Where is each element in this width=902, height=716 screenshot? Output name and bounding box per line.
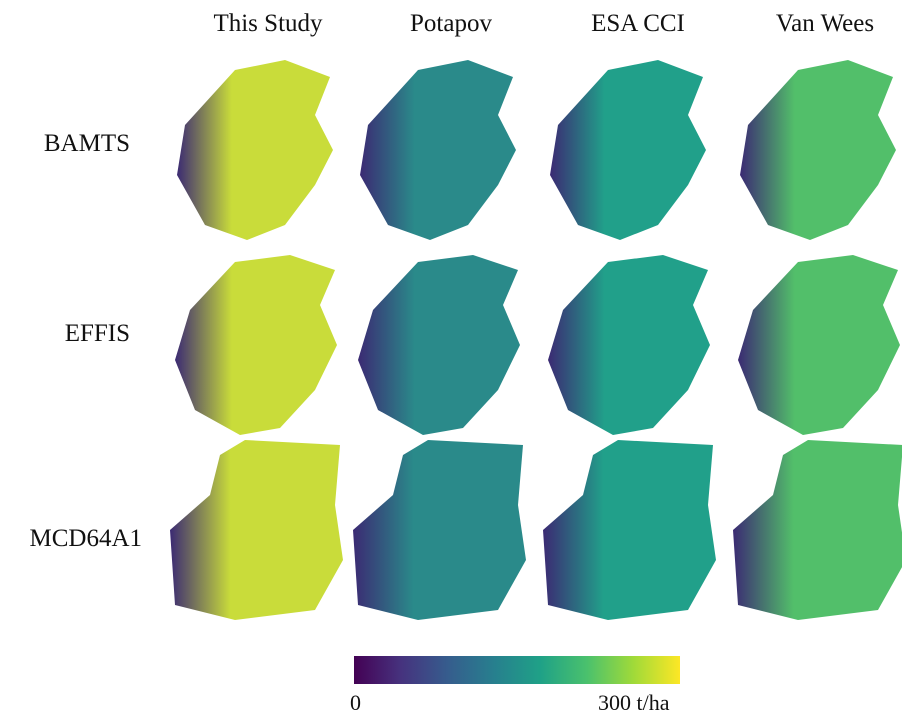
colorbar	[354, 656, 680, 684]
column-title-esa-cci: ESA CCI	[591, 10, 685, 37]
burned-area-map	[177, 60, 333, 240]
burned-area-map	[170, 440, 343, 620]
column-title-van-wees: Van Wees	[775, 10, 875, 37]
burned-area-map	[175, 255, 337, 435]
column-title-potapov: Potapov	[410, 10, 492, 37]
row-label-mcd64a1: MCD64A1	[29, 525, 142, 552]
burned-area-map	[548, 255, 710, 435]
map-panel-van-wees-bamts	[728, 55, 902, 245]
map-panel-this-study-mcd64a1	[165, 435, 355, 625]
map-panel-van-wees-mcd64a1	[728, 435, 902, 625]
burned-area-map	[353, 440, 526, 620]
burned-area-map	[543, 440, 716, 620]
burned-area-map	[738, 255, 900, 435]
map-panel-van-wees-effis	[728, 250, 902, 440]
map-panel-esa-cci-effis	[538, 250, 728, 440]
colorbar-min-label: 0	[350, 690, 361, 715]
burned-area-map	[358, 255, 520, 435]
map-panel-this-study-bamts	[165, 55, 355, 245]
map-panel-this-study-effis	[165, 250, 355, 440]
map-panel-esa-cci-bamts	[538, 55, 728, 245]
burned-area-map	[733, 440, 902, 620]
map-panel-esa-cci-mcd64a1	[538, 435, 728, 625]
row-label-bamts: BAMTS	[43, 130, 130, 157]
burned-area-map	[550, 60, 706, 240]
row-label-effis: EFFIS	[64, 320, 130, 347]
burned-area-map	[360, 60, 516, 240]
burned-area-map	[740, 60, 896, 240]
column-title-this-study: This Study	[213, 10, 323, 37]
map-panel-potapov-mcd64a1	[348, 435, 538, 625]
colorbar-max-label: 300 t/ha	[598, 690, 670, 715]
map-panel-potapov-bamts	[348, 55, 538, 245]
map-panel-potapov-effis	[348, 250, 538, 440]
